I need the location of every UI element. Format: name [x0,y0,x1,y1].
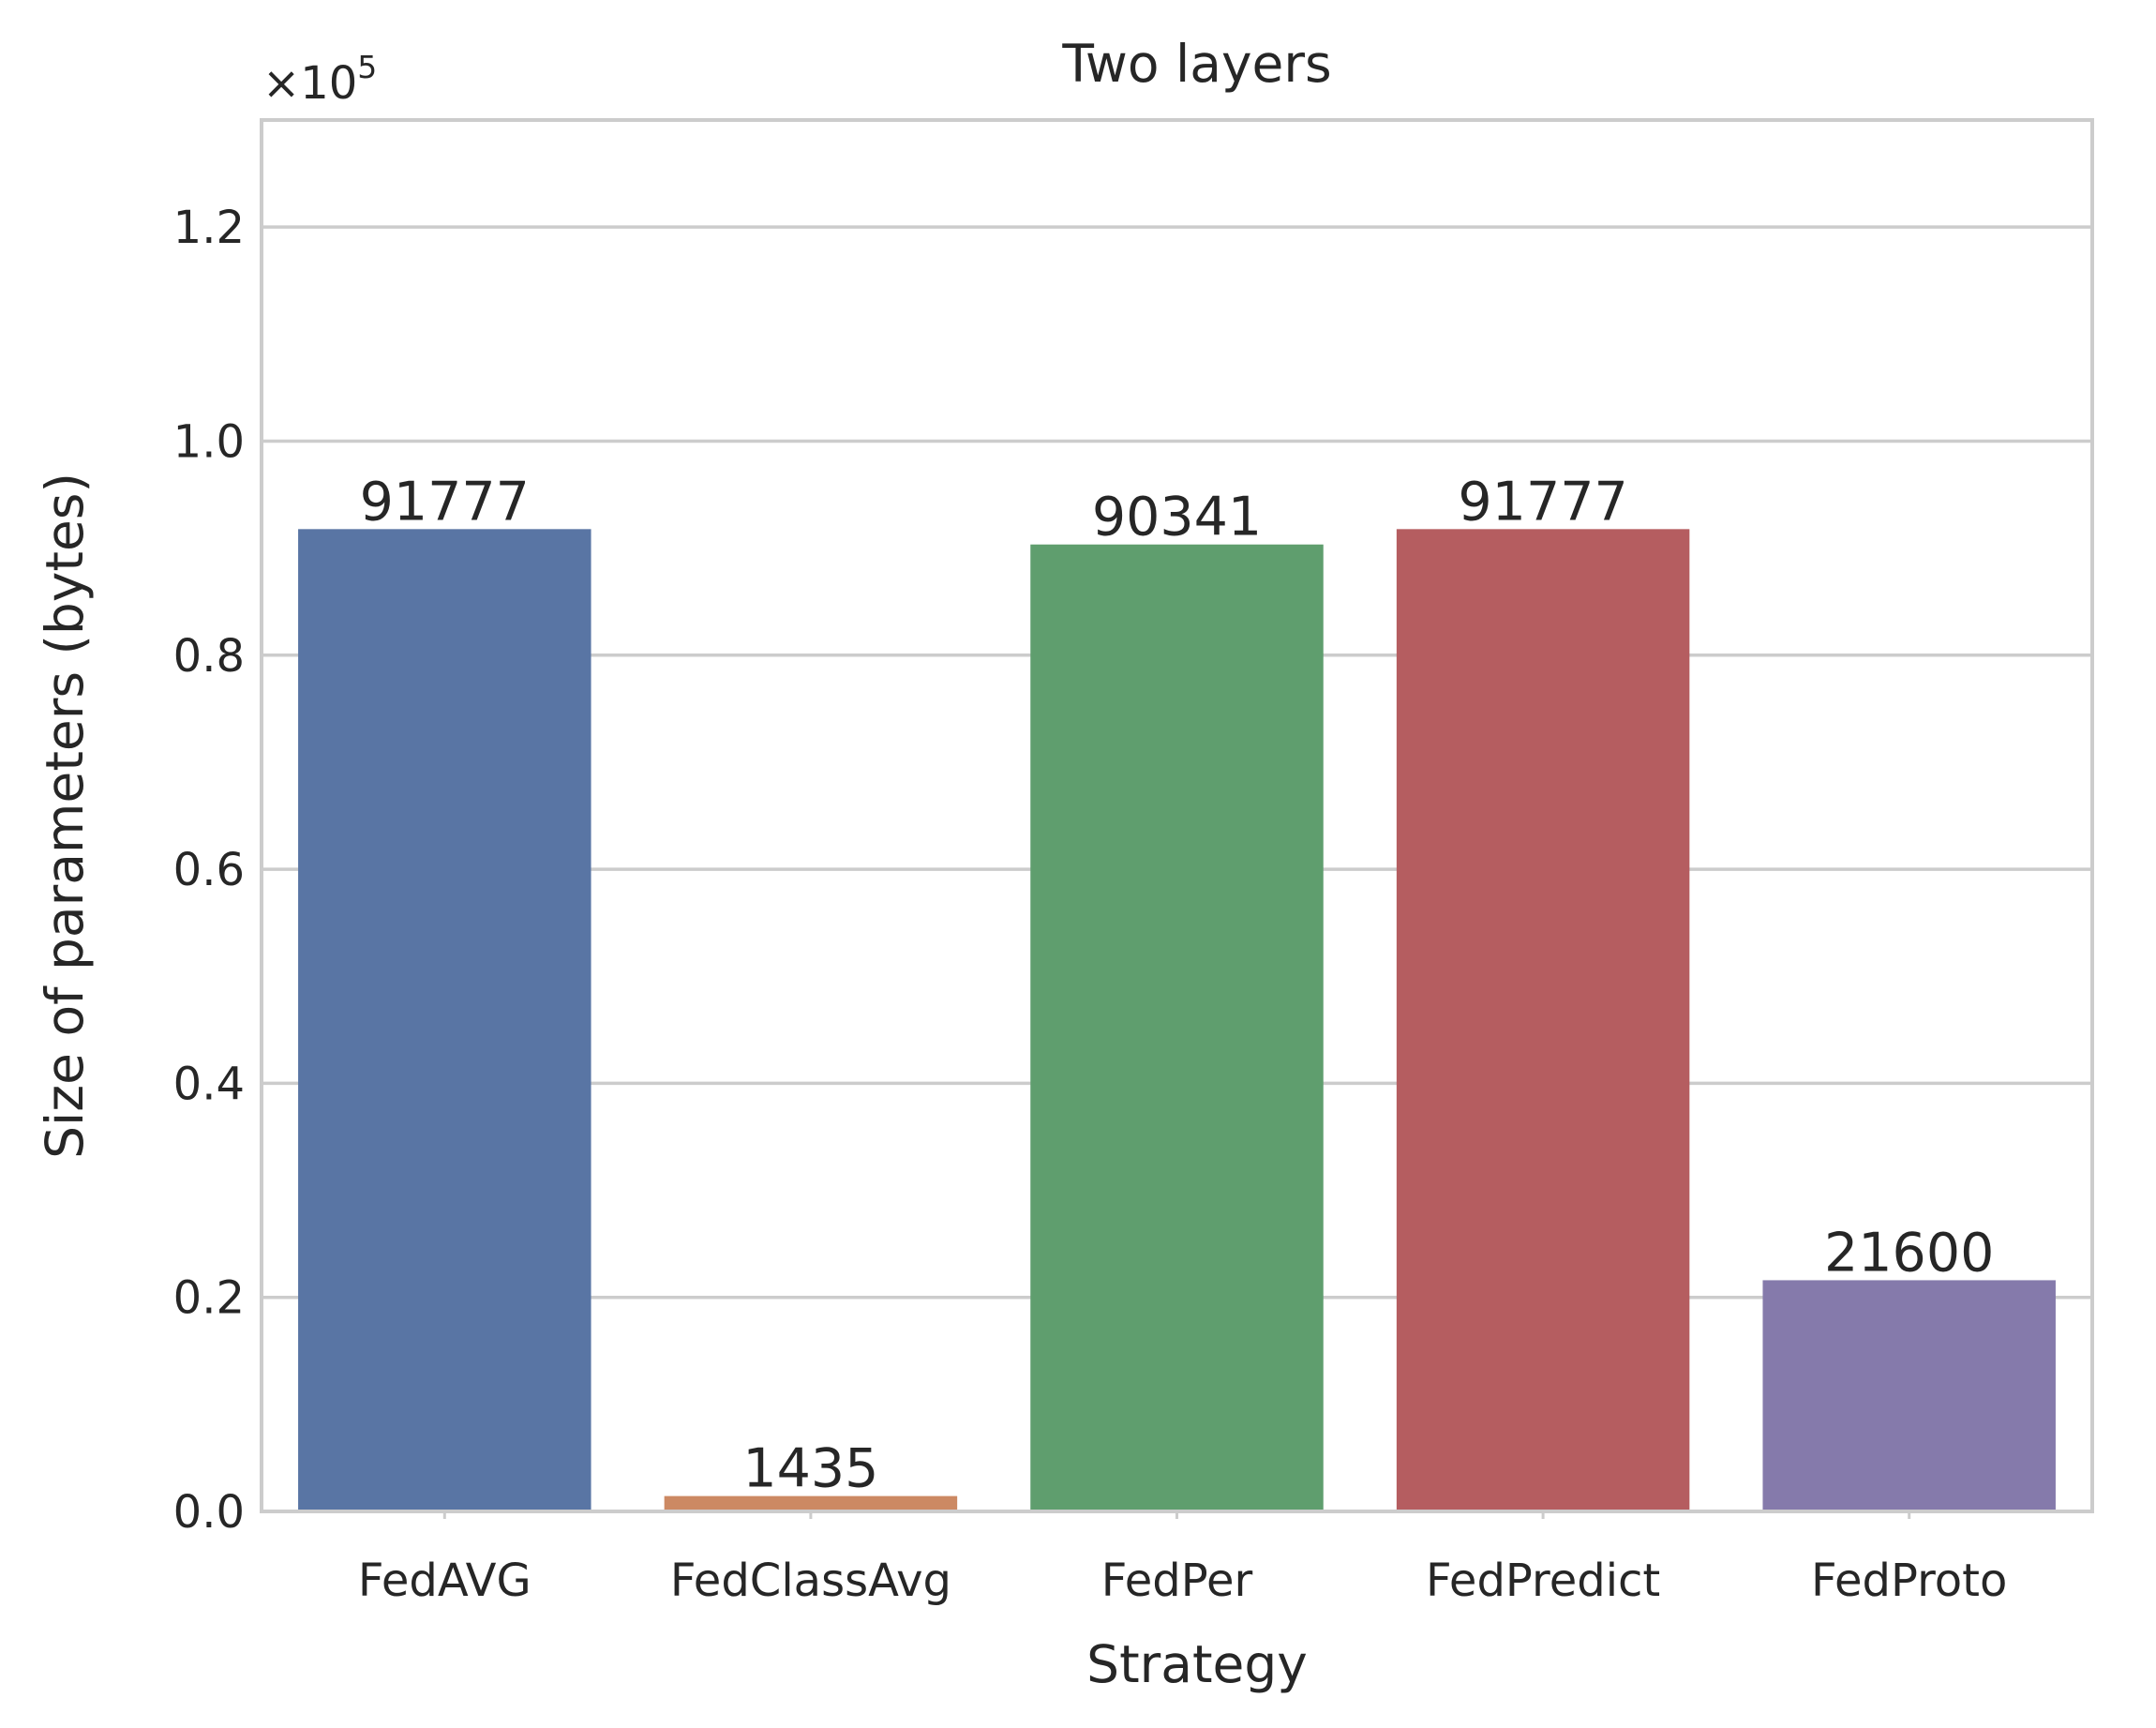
y-tick-label: 0.6 [173,844,245,896]
bars [298,529,2056,1512]
y-tick-label: 0.0 [173,1486,245,1539]
data-label: 90341 [1092,487,1262,548]
y-axis-offset-label: ×105 [262,49,377,110]
y-axis-label: Size of parameters (bytes) [35,473,95,1159]
bar-fedpredict [1396,529,1690,1511]
y-axis-ticks: 0.0 0.2 0.4 0.6 0.8 1.0 1.2 [173,202,245,1539]
y-offset-base: ×10 [262,57,357,110]
bar-fedper [1030,544,1324,1512]
data-label: 91777 [360,471,530,533]
y-offset-exponent: 5 [357,49,377,85]
y-tick-label: 0.8 [173,630,245,683]
y-tick-label: 0.4 [173,1058,245,1110]
data-labels: 91777 1435 90341 91777 21600 [360,471,1995,1499]
x-tick-label: FedAVG [358,1555,532,1607]
x-tick-label: FedPer [1101,1555,1253,1607]
x-axis-ticks: FedAVG FedClassAvg FedPer FedPredict FedProt… [358,1511,2007,1607]
data-label: 21600 [1824,1222,1994,1284]
data-label: 1435 [742,1438,878,1500]
x-tick-label: FedClassAvg [670,1555,951,1607]
x-tick-label: FedPredict [1426,1555,1660,1607]
bar-fedclassavg [664,1495,958,1511]
y-tick-label: 1.2 [173,202,245,254]
y-tick-label: 1.0 [173,415,245,468]
data-label: 91777 [1458,471,1627,533]
x-axis-label: Strategy [1086,1634,1308,1694]
x-tick-label: FedProto [1811,1555,2007,1607]
bar-fedproto [1762,1280,2056,1511]
bar-fedavg [298,529,591,1511]
chart-title: Two layers [1061,34,1331,94]
y-tick-label: 0.2 [173,1272,245,1325]
